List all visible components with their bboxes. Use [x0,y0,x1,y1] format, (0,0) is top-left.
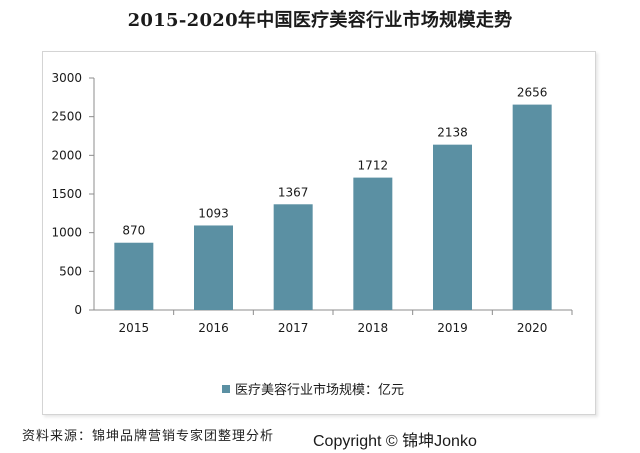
y-tick-label: 3000 [51,71,82,85]
y-tick-label: 2000 [51,148,82,162]
x-tick-label: 2018 [358,321,389,335]
legend-label: 医疗美容行业市场规模：亿元 [235,382,404,398]
bar [273,204,313,310]
legend-swatch [222,385,230,393]
data-label: 1712 [358,159,389,173]
x-tick-label: 2015 [119,321,150,335]
x-tick-label: 2016 [198,321,229,335]
y-tick-label: 1000 [51,226,82,240]
chart-frame [42,51,596,415]
chart-title: 2015-2020年中国医疗美容行业市场规模走势 [127,10,513,31]
bar [194,225,233,310]
source-note: 资料来源：锦坤品牌营销专家团整理分析 [22,429,275,444]
y-tick-label: 1500 [51,187,82,201]
bar [512,104,552,311]
x-tick-label: 2017 [278,321,309,335]
data-label: 1367 [278,185,309,199]
x-tick-label: 2019 [437,321,468,335]
bar [353,177,393,310]
x-tick-label: 2020 [517,321,548,335]
y-tick-label: 0 [74,303,82,317]
y-tick-label: 2500 [51,110,82,124]
data-label: 1093 [198,206,229,220]
data-label: 870 [122,224,145,238]
data-label: 2138 [437,126,468,140]
y-tick-label: 500 [59,264,82,278]
bar [114,242,154,310]
data-label: 2656 [517,86,548,100]
bar [433,144,472,310]
copyright-text: Copyright © 锦坤Jonko [313,433,477,450]
